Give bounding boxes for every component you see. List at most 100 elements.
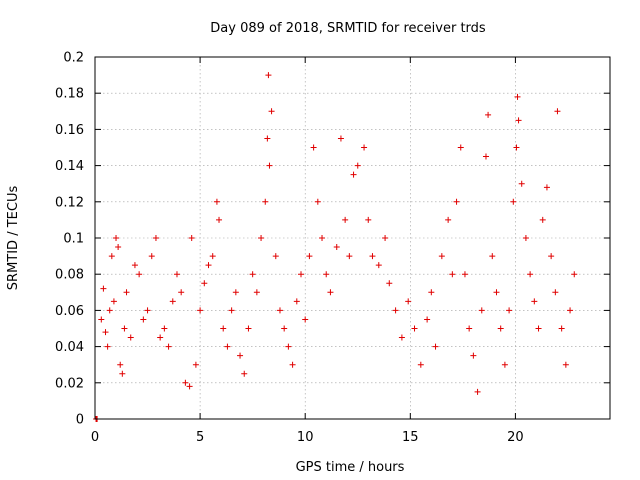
data-point (485, 111, 492, 118)
data-point (493, 289, 500, 296)
data-point (424, 316, 431, 323)
data-point (173, 271, 180, 278)
data-point (354, 162, 361, 169)
data-point (571, 271, 578, 278)
data-point (310, 144, 317, 151)
data-point (161, 325, 168, 332)
data-point (249, 271, 256, 278)
data-point (276, 307, 283, 314)
data-point (232, 289, 239, 296)
data-point (188, 235, 195, 241)
y-axis-label: SRMTID / TECUs (6, 186, 21, 291)
data-point (117, 361, 124, 368)
data-point (510, 198, 517, 205)
data-point (266, 162, 273, 169)
data-point (169, 298, 176, 305)
axis-ticks: 0 0.02 0.04 0.06 0.08 0.1 0.12 0.14 0.16 0.18 0.2 0… (55, 51, 610, 445)
data-point (102, 329, 109, 336)
data-point (268, 108, 275, 115)
data-point (262, 198, 269, 205)
data-point (136, 271, 143, 278)
data-point (539, 216, 546, 223)
data-point (428, 289, 435, 296)
data-point (224, 343, 231, 350)
data-point (228, 307, 235, 314)
data-point (474, 388, 481, 395)
data-point (178, 289, 185, 296)
data-point (466, 325, 473, 332)
chart-title: Day 089 of 2018, SRMTID for receiver trd… (210, 21, 486, 36)
data-point (216, 216, 223, 223)
data-point (127, 334, 134, 341)
data-point (558, 325, 565, 332)
data-point (285, 343, 292, 350)
data-point (548, 253, 555, 260)
data-point (327, 289, 334, 296)
data-point (501, 361, 508, 368)
data-point (106, 307, 113, 314)
y-tick-label: 0.18 (55, 87, 84, 102)
data-point (461, 271, 468, 278)
data-point (293, 298, 300, 305)
data-point (531, 298, 538, 305)
data-point (518, 180, 525, 187)
data-point (342, 216, 349, 223)
data-point (432, 343, 439, 350)
x-axis-label: GPS time / hours (296, 460, 405, 475)
data-point (375, 262, 382, 269)
data-point (121, 325, 128, 332)
data-point (110, 298, 117, 305)
y-tick-label: 0.2 (63, 51, 84, 66)
data-point (205, 262, 212, 269)
data-point (445, 216, 452, 223)
data-point (346, 253, 353, 260)
grid (95, 57, 610, 419)
data-point (337, 135, 344, 142)
data-point (192, 361, 199, 368)
data-point (369, 253, 376, 260)
data-point (319, 235, 326, 241)
y-tick-label: 0.14 (55, 159, 84, 174)
y-tick-label: 0.12 (55, 195, 84, 210)
x-tick-label: 5 (196, 430, 204, 445)
data-point (470, 352, 477, 359)
data-point (382, 235, 389, 241)
data-point (398, 334, 405, 341)
data-point (306, 253, 313, 260)
data-point (272, 253, 279, 260)
data-point (298, 271, 304, 278)
data-point (562, 361, 569, 368)
data-point (115, 244, 122, 251)
data-point (201, 280, 208, 287)
data-point (365, 216, 372, 223)
data-point (264, 135, 271, 142)
data-point (513, 144, 520, 151)
data-point (567, 307, 574, 314)
data-point (457, 144, 464, 151)
y-tick-label: 0.06 (55, 304, 84, 319)
data-point (535, 325, 542, 332)
data-point (237, 352, 244, 359)
data-point (514, 93, 521, 100)
data-point (265, 72, 272, 79)
y-tick-label: 0.04 (55, 340, 84, 355)
data-point (182, 379, 189, 386)
data-point (515, 117, 522, 124)
y-tick-label: 0.16 (55, 123, 84, 138)
data-point (152, 235, 159, 241)
data-point (241, 370, 248, 377)
data-point (108, 253, 115, 260)
data-point (197, 307, 204, 314)
data-point (506, 307, 513, 314)
data-point (489, 253, 496, 260)
data-point (314, 198, 321, 205)
data-point (281, 325, 288, 332)
data-point (220, 325, 227, 332)
data-point (361, 144, 368, 151)
data-point (157, 334, 164, 341)
data-point (245, 325, 252, 332)
data-point (144, 307, 151, 314)
x-tick-label: 15 (402, 430, 419, 445)
data-point (453, 198, 460, 205)
